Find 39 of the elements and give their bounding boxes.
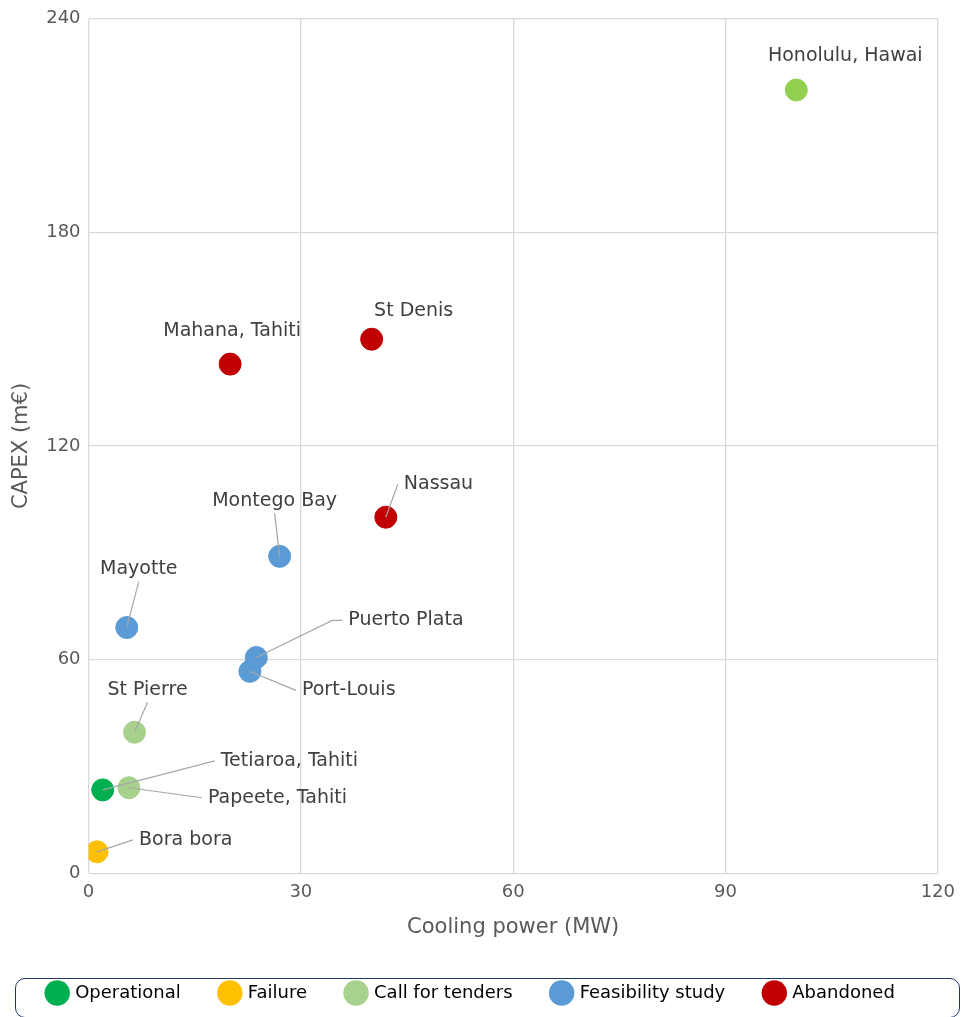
- y-tick-label: 180: [46, 220, 81, 242]
- annotation: Puerto Plata: [348, 607, 464, 630]
- legend-label: Feasibility study: [579, 980, 726, 1002]
- y-tick-label: 0: [69, 860, 81, 882]
- point: [268, 544, 292, 568]
- x-axis-title: Cooling power (MW): [407, 913, 620, 938]
- annotation: Bora bora: [139, 826, 233, 849]
- annotation: Port-Louis: [301, 677, 396, 700]
- point: [91, 778, 115, 802]
- x-tick-label: 60: [501, 879, 525, 901]
- annotation: Mahana, Tahiti: [163, 318, 301, 341]
- legend-label: Abandoned: [792, 980, 895, 1002]
- x-tick-label: 0: [82, 879, 95, 901]
- point: [218, 352, 242, 376]
- x-tick-label: 90: [714, 879, 737, 901]
- y-tick-label: 120: [46, 433, 81, 455]
- annotation: Tetiaroa, Tahiti: [219, 747, 359, 770]
- annotation: St Denis: [374, 298, 454, 321]
- annotation: Nassau: [403, 471, 474, 494]
- legend-label: Failure: [247, 980, 308, 1002]
- point: [784, 78, 808, 102]
- legend-label: Call for tenders: [374, 980, 513, 1002]
- point: [360, 327, 384, 351]
- x-tick-label: 30: [289, 879, 313, 901]
- annotation: Mayotte: [100, 556, 178, 579]
- point: [238, 659, 262, 683]
- point: [115, 616, 139, 640]
- y-tick-label: 60: [57, 647, 81, 669]
- annotation: St Pierre: [107, 677, 188, 700]
- point: [88, 840, 109, 864]
- point: [123, 720, 147, 744]
- x-tick-label: 120: [920, 879, 955, 901]
- y-tick-label: 240: [46, 6, 81, 28]
- annotation: Papeete, Tahiti: [207, 784, 347, 807]
- annotation: Honolulu, Hawai: [767, 42, 923, 65]
- y-axis-title: CAPEX (m€): [8, 382, 33, 510]
- annotation: Montego Bay: [212, 488, 338, 511]
- point: [374, 505, 398, 529]
- legend-label: Operational: [75, 980, 181, 1002]
